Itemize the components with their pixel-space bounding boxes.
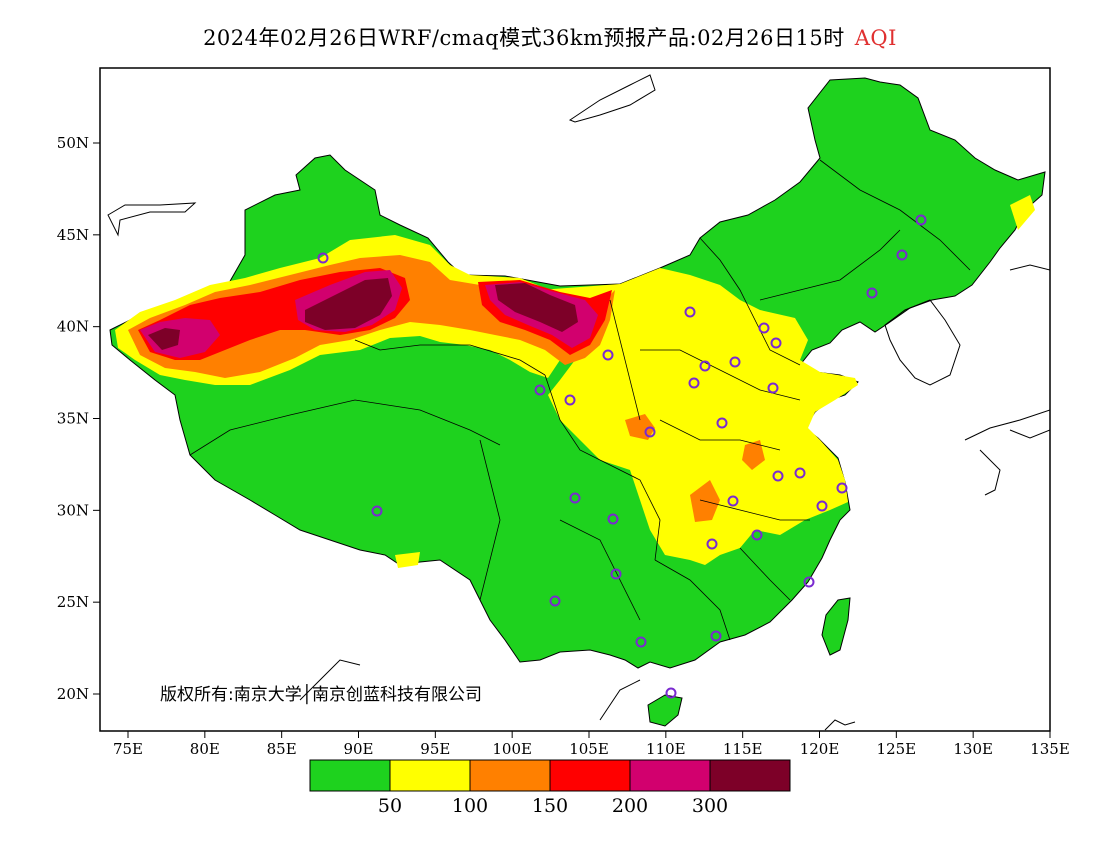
- legend-label: 150: [532, 795, 568, 817]
- lon-tick-label: 105E: [569, 740, 609, 758]
- lon-tick-label: 95E: [420, 740, 450, 758]
- region-yellow-east: [540, 268, 858, 565]
- lat-tick-label: 50N: [57, 134, 89, 152]
- city-markers: [317, 214, 927, 699]
- legend-swatch: [389, 759, 471, 792]
- map-title: 2024年02月26日WRF/cmaq模式36km预报产品:02月26日15时 A…: [0, 22, 1100, 52]
- region-darkred-center: [305, 278, 392, 330]
- latitude-axis: 50N 45N 40N 35N 30N 25N 20N: [57, 134, 100, 703]
- pocket-yellow-sw: [395, 552, 420, 568]
- coastlines: [107, 74, 1050, 731]
- lat-tick-label: 45N: [57, 226, 89, 244]
- lon-tick-label: 90E: [343, 740, 373, 758]
- hotspot-orange-3: [742, 440, 765, 470]
- lon-tick-label: 75E: [113, 740, 143, 758]
- lat-tick-label: 40N: [57, 318, 89, 336]
- map-frame: [99, 67, 1051, 732]
- legend-swatch: [549, 759, 631, 792]
- lon-tick-label: 85E: [267, 740, 297, 758]
- lat-tick-label: 35N: [57, 410, 89, 428]
- lon-tick-label: 115E: [723, 740, 763, 758]
- title-text: 2024年02月26日WRF/cmaq模式36km预报产品:02月26日15时: [203, 26, 845, 50]
- legend-swatch: [309, 759, 391, 792]
- hainan-island: [647, 694, 683, 727]
- lon-tick-label: 125E: [877, 740, 917, 758]
- taiwan-island: [821, 597, 851, 656]
- legend-label: 50: [378, 795, 402, 817]
- region-magenta: [140, 318, 220, 358]
- lon-tick-label: 80E: [190, 740, 220, 758]
- lon-tick-label: 120E: [800, 740, 840, 758]
- legend-label: 200: [612, 795, 648, 817]
- legend-label: 300: [692, 795, 728, 817]
- region-darkred-east: [495, 283, 578, 332]
- lon-tick-label: 110E: [646, 740, 686, 758]
- title-variable: AQI: [854, 26, 897, 50]
- lat-tick-label: 20N: [57, 685, 89, 703]
- legend-swatch: [709, 759, 791, 792]
- pocket-yellow-ne: [1010, 195, 1035, 230]
- hotspot-orange-1: [625, 414, 655, 440]
- lat-tick-label: 30N: [57, 501, 89, 519]
- lat-tick-label: 25N: [57, 593, 89, 611]
- region-darkred-west: [148, 328, 180, 350]
- legend-label: 100: [452, 795, 488, 817]
- aqi-legend: 50 100 150 200 300: [309, 759, 791, 817]
- lon-tick-label: 100E: [492, 740, 532, 758]
- longitude-axis: 75E 80E 85E 90E 95E 100E 105E 110E 115E 120E 125E 1…: [113, 731, 1070, 758]
- legend-swatch: [629, 759, 711, 792]
- legend-swatch: [469, 759, 551, 792]
- copyright-notice: 版权所有:南京大学│南京创蓝科技有限公司: [160, 685, 482, 705]
- lon-tick-label: 130E: [953, 740, 993, 758]
- lon-tick-label: 135E: [1030, 740, 1070, 758]
